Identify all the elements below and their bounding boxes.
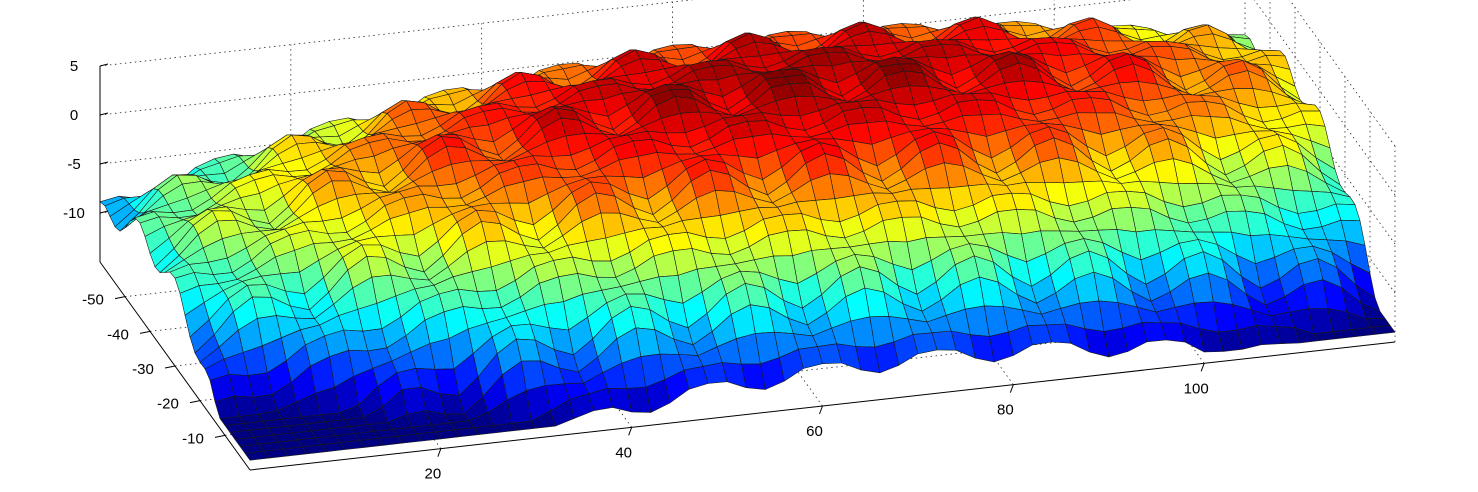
z-tick-mark bbox=[99, 161, 109, 165]
x-tick-mark bbox=[1009, 384, 1014, 393]
y-tick-label: -40 bbox=[107, 326, 129, 343]
x-tick-label: 100 bbox=[1184, 380, 1209, 397]
y-tick-mark bbox=[214, 434, 226, 438]
z-tick-mark bbox=[99, 112, 109, 116]
y-tick-label: -30 bbox=[132, 361, 154, 378]
y-tick-label: -50 bbox=[82, 292, 104, 309]
axis-layer bbox=[99, 63, 1396, 471]
y-tick-label: -20 bbox=[157, 396, 179, 413]
y-tick-label: -10 bbox=[182, 430, 204, 447]
x-tick-label: 40 bbox=[615, 444, 632, 461]
z-tick-label: -5 bbox=[67, 156, 80, 173]
z-tick-label: 5 bbox=[70, 58, 78, 75]
grid-line-z-back bbox=[99, 0, 694, 67]
x-tick-mark bbox=[819, 405, 823, 415]
x-tick-mark bbox=[437, 448, 442, 457]
x-tick-mark bbox=[628, 427, 633, 436]
x-tick-label: 60 bbox=[806, 423, 823, 440]
z-tick-mark bbox=[99, 63, 109, 67]
surface-cell bbox=[244, 450, 270, 461]
y-tick-mark bbox=[189, 400, 201, 404]
z-tick-label: 0 bbox=[70, 107, 78, 124]
z-tick-mark bbox=[99, 210, 109, 214]
z-tick-label: -10 bbox=[63, 205, 85, 222]
y-tick-mark bbox=[114, 296, 126, 300]
y-tick-mark bbox=[164, 365, 176, 369]
x-tick-label: 80 bbox=[997, 402, 1014, 419]
surface-layer bbox=[99, 16, 1396, 461]
x-tick-label: 20 bbox=[424, 466, 441, 483]
y-tick-mark bbox=[139, 330, 151, 334]
x-tick-mark bbox=[1200, 363, 1205, 372]
